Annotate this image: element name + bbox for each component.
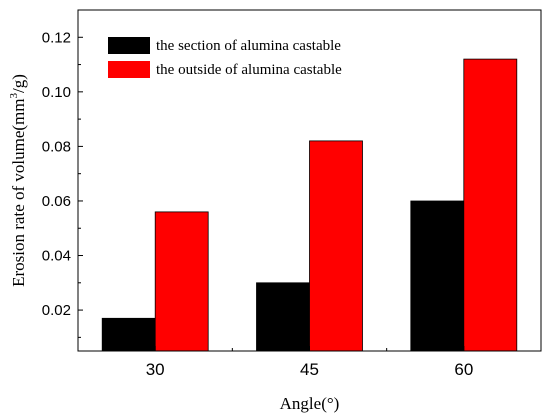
y-ticks-group: 0.02 0.04 0.06 0.08 0.10 0.12	[42, 29, 83, 338]
bar-outside-45	[309, 140, 363, 352]
y-tick-label: 0.10	[42, 84, 71, 101]
y-axis-title-superscript: 3	[8, 93, 20, 99]
y-tick-label: 0.04	[42, 248, 71, 265]
y-axis-title-main: Erosion rate of volume(mm	[9, 99, 28, 287]
y-tick-label: 0.12	[42, 29, 71, 46]
bars-group	[101, 58, 518, 352]
y-axis-title-tail: /g)	[9, 74, 28, 93]
legend: the section of alumina castable the outs…	[108, 37, 342, 78]
x-tick-label-45: 45	[300, 360, 319, 379]
x-tick-label-30: 30	[146, 360, 165, 379]
x-ticks-group: 30 45 60	[146, 346, 473, 379]
legend-swatch-outside	[108, 61, 150, 78]
bar-outside-30	[154, 211, 209, 352]
bar-section-45	[256, 282, 310, 352]
legend-swatch-section	[108, 37, 150, 54]
y-tick-label: 0.02	[42, 302, 71, 319]
plot-frame	[77, 9, 542, 352]
x-tick-label-60: 60	[454, 360, 473, 379]
x-axis-title: Angle(°)	[280, 394, 340, 413]
y-axis-title: Erosion rate of volume(mm3/g)	[8, 74, 28, 287]
bar-outside-60	[463, 58, 518, 352]
bar-section-60	[410, 200, 465, 352]
legend-label-section: the section of alumina castable	[156, 38, 341, 54]
legend-label-outside: the outside of alumina castable	[156, 62, 342, 78]
y-tick-label: 0.06	[42, 193, 71, 210]
y-tick-label: 0.08	[42, 138, 71, 155]
bar-section-30	[101, 317, 156, 352]
